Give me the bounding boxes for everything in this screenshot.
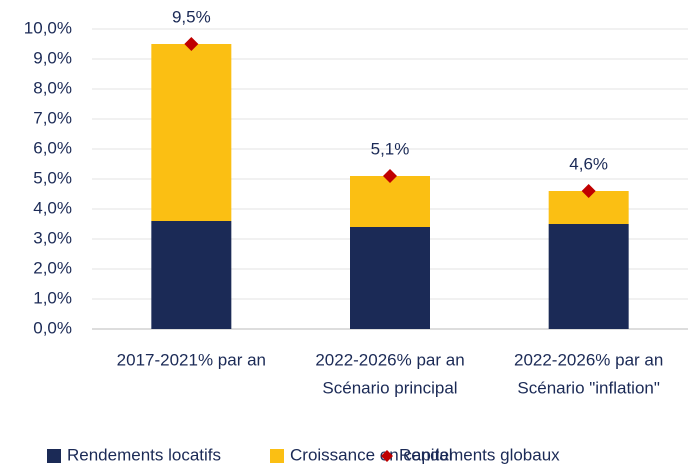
bar-segment — [151, 221, 232, 329]
x-tick-label: 2022-2026% par an — [514, 350, 663, 369]
y-tick-label: 4,0% — [33, 198, 72, 217]
y-tick-label: 6,0% — [33, 138, 72, 157]
diamond-marker — [184, 37, 199, 51]
data-label: 4,6% — [569, 154, 608, 173]
x-tick-label: 2017-2021% par an — [117, 350, 266, 369]
legend-marker — [381, 450, 393, 462]
y-tick-label: 8,0% — [33, 78, 72, 97]
y-tick-label: 2,0% — [33, 258, 72, 277]
bar-segment — [548, 224, 629, 329]
x-tick-label: Scénario "inflation" — [517, 378, 659, 397]
diamond-marker — [581, 184, 596, 198]
y-tick-label: 0,0% — [33, 318, 72, 337]
x-tick-label: 2022-2026% par an — [315, 350, 464, 369]
legend-label: Rendements locatifs — [67, 445, 221, 464]
bar-segment — [350, 227, 430, 329]
y-tick-label: 5,0% — [33, 168, 72, 187]
y-tick-label: 7,0% — [33, 108, 72, 127]
bar-segment — [350, 176, 430, 227]
legend-swatch — [270, 449, 284, 463]
legend-label: Rendements globaux — [399, 445, 560, 464]
bar-segment — [151, 44, 232, 221]
legend-swatch — [47, 449, 61, 463]
data-label: 9,5% — [172, 7, 211, 26]
y-tick-label: 9,0% — [33, 48, 72, 67]
y-tick-label: 10,0% — [24, 18, 72, 37]
x-tick-label: Scénario principal — [322, 378, 457, 397]
legend-label: Croissance en capital — [290, 445, 453, 464]
diamond-marker — [383, 169, 397, 183]
data-label: 5,1% — [371, 139, 410, 158]
y-tick-label: 1,0% — [33, 288, 72, 307]
y-tick-label: 3,0% — [33, 228, 72, 247]
